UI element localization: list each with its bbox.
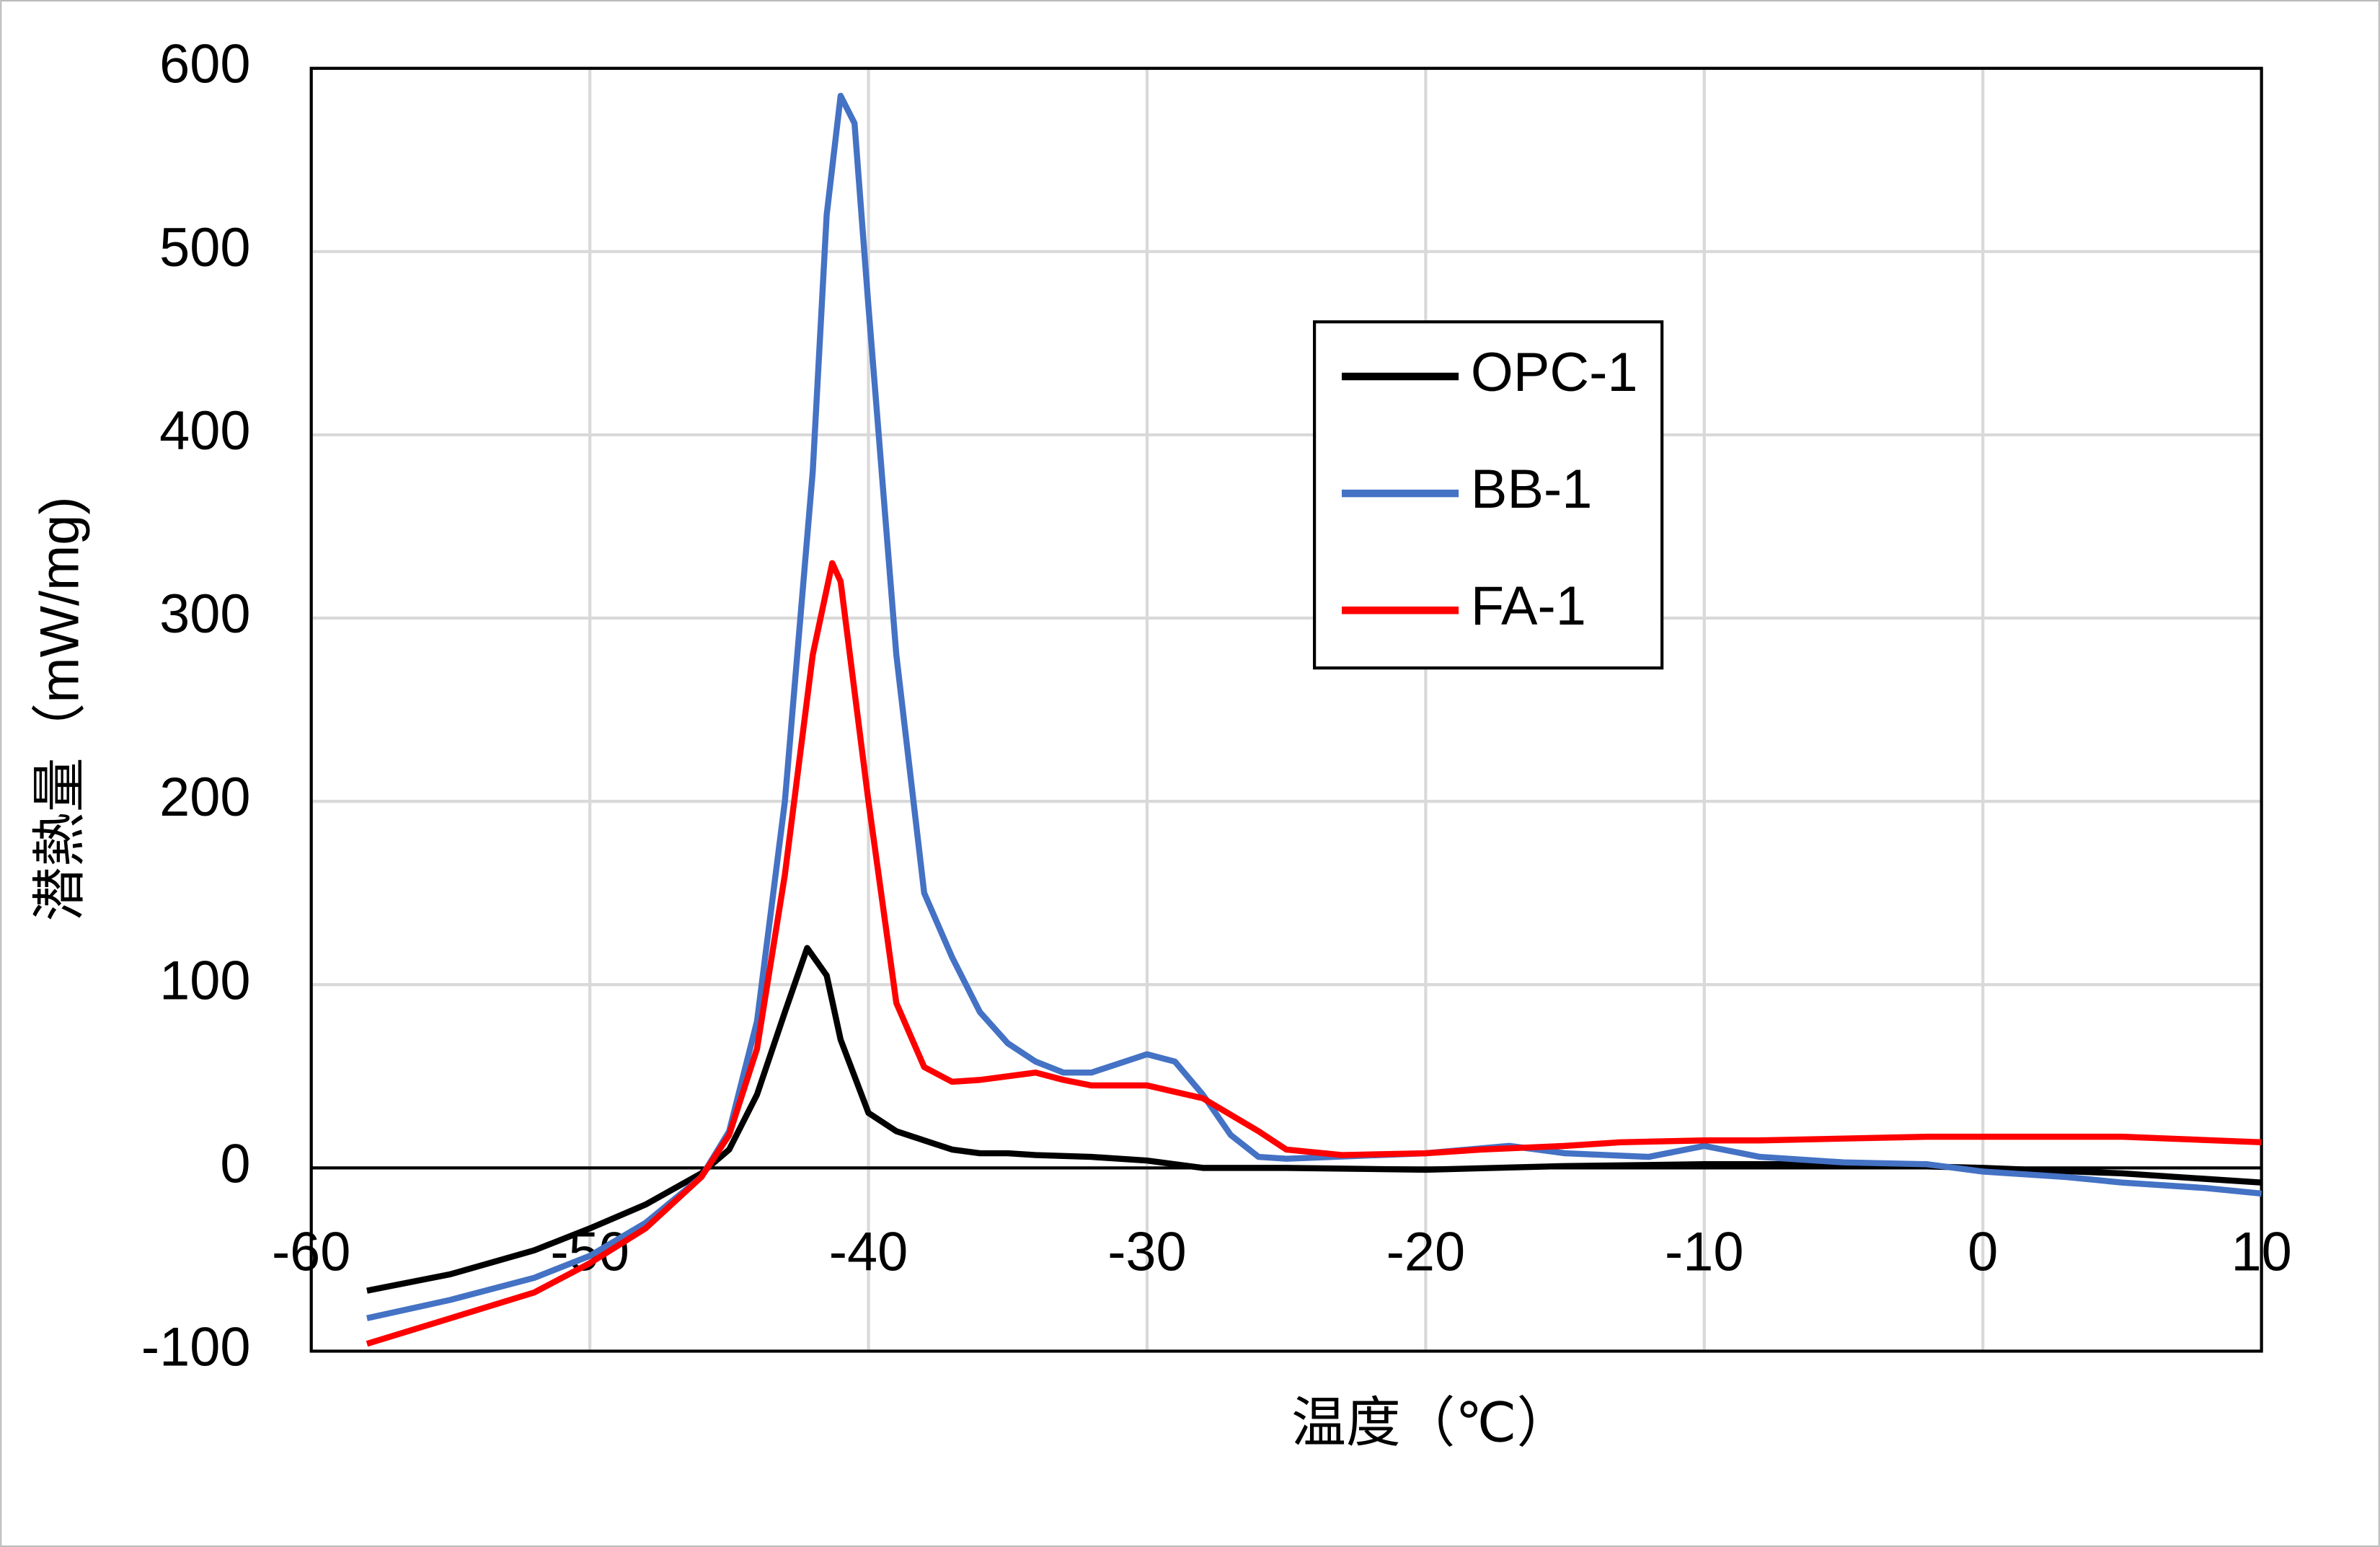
- data-line: [366, 945, 2262, 1294]
- y-tick-label: 100: [159, 950, 250, 1011]
- y-axis-label: 潜熱量（mW/mg): [30, 496, 91, 921]
- legend-label: FA-1: [1471, 576, 1586, 637]
- x-tick-label: -20: [1386, 1221, 1466, 1282]
- y-tick-label: 0: [220, 1133, 250, 1194]
- y-tick-label: 600: [159, 34, 250, 95]
- x-tick-label: -40: [829, 1221, 908, 1282]
- x-tick-label: 0: [1968, 1221, 1998, 1282]
- data-line: [366, 92, 2262, 1321]
- y-tick-label: 500: [159, 217, 250, 278]
- y-tick-label: -100: [141, 1316, 251, 1378]
- legend-label: BB-1: [1471, 459, 1592, 520]
- y-tick-label: 200: [159, 767, 250, 828]
- plot-border: [309, 66, 2263, 1353]
- data-line: [366, 560, 2262, 1347]
- y-tick-label: 300: [159, 583, 250, 645]
- x-axis-label: 温度（℃）: [1291, 1393, 1571, 1454]
- legend-label: OPC-1: [1471, 342, 1638, 403]
- x-tick-label: -10: [1665, 1221, 1744, 1282]
- x-tick-label: -30: [1107, 1221, 1187, 1282]
- y-tick-label: 400: [159, 400, 250, 462]
